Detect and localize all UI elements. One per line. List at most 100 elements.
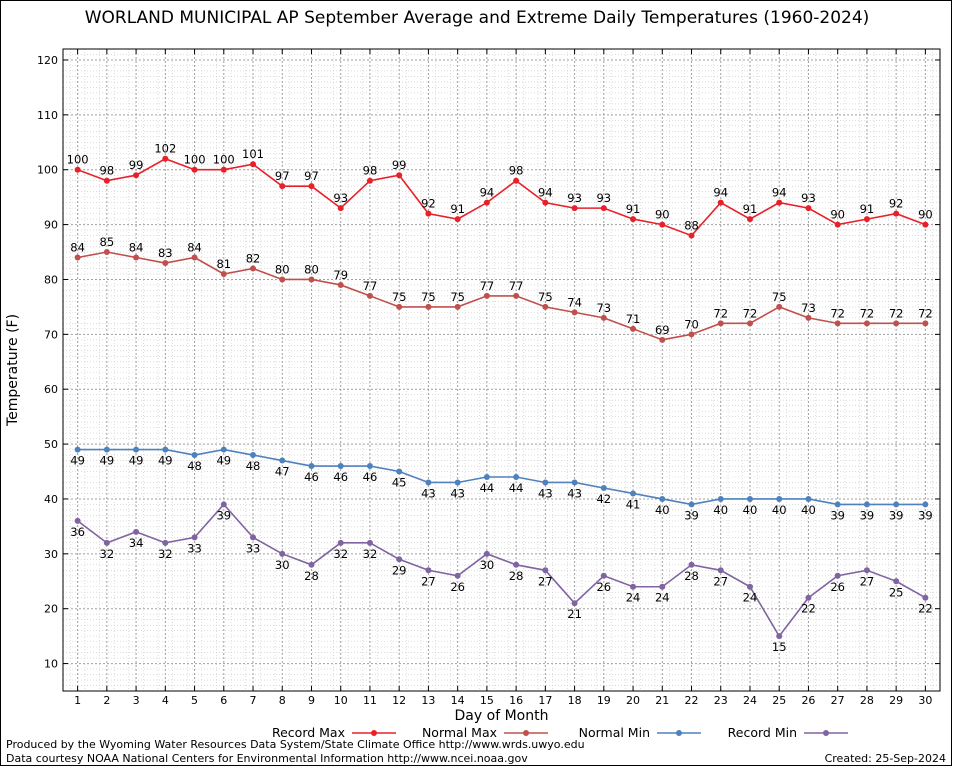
- data-point: [688, 331, 695, 338]
- data-label: 32: [100, 547, 115, 561]
- data-point: [366, 292, 373, 299]
- series-line: [77, 503, 926, 638]
- data-label: 24: [743, 591, 758, 605]
- data-label: 72: [889, 306, 904, 320]
- data-point: [396, 468, 403, 475]
- data-label: 88: [684, 219, 699, 233]
- data-point: [396, 556, 403, 563]
- data-point: [542, 199, 549, 206]
- data-point: [717, 567, 724, 574]
- data-point: [133, 254, 140, 261]
- data-point: [600, 484, 607, 491]
- data-point: [425, 567, 432, 574]
- data-label: 43: [421, 486, 436, 500]
- data-point: [571, 479, 578, 486]
- data-point: [630, 216, 637, 223]
- data-label: 27: [713, 574, 728, 588]
- data-point: [513, 561, 520, 568]
- data-label: 94: [713, 186, 728, 200]
- data-label: 49: [158, 454, 173, 468]
- data-point: [834, 221, 841, 228]
- data-label: 33: [187, 541, 202, 555]
- x-tick-label: 5: [191, 694, 198, 707]
- data-label: 45: [392, 476, 407, 490]
- data-point: [220, 270, 227, 277]
- y-tick-label: 100: [37, 164, 58, 177]
- data-point: [133, 172, 140, 179]
- data-label: 39: [216, 508, 231, 522]
- data-label: 90: [655, 208, 670, 222]
- legend-label: Normal Max: [422, 725, 497, 740]
- data-point: [834, 320, 841, 327]
- data-point: [454, 572, 461, 579]
- data-label: 81: [216, 257, 231, 271]
- data-label: 22: [918, 602, 933, 616]
- x-tick-label: 2: [103, 694, 110, 707]
- data-point: [922, 221, 929, 228]
- legend-marker: [371, 730, 377, 736]
- x-tick-label: 10: [334, 694, 348, 707]
- data-point: [893, 501, 900, 508]
- data-point: [776, 303, 783, 310]
- data-point: [74, 166, 81, 173]
- y-axis-label: Temperature (F): [5, 314, 21, 427]
- data-point: [776, 633, 783, 640]
- data-label: 49: [216, 454, 231, 468]
- data-label: 90: [830, 208, 845, 222]
- data-point: [571, 205, 578, 212]
- x-tick-label: 4: [162, 694, 169, 707]
- y-tick-label: 40: [44, 493, 58, 506]
- data-label: 99: [392, 158, 407, 172]
- data-label: 30: [275, 558, 290, 572]
- data-label: 25: [889, 585, 904, 599]
- data-label: 24: [626, 591, 641, 605]
- data-point: [279, 457, 286, 464]
- legend-marker: [523, 730, 529, 736]
- data-point: [600, 205, 607, 212]
- data-point: [688, 232, 695, 239]
- y-tick-label: 30: [44, 548, 58, 561]
- series-record-min: 36 32 34 32 33 39 33 30 28 32 32 29 27 26 30 28 27 21 26 24…: [70, 501, 933, 654]
- data-label: 34: [129, 536, 144, 550]
- data-label: 92: [889, 197, 904, 211]
- data-point: [746, 216, 753, 223]
- x-tick-label: 11: [363, 694, 377, 707]
- chart-title: WORLAND MUNICIPAL AP September Average a…: [84, 8, 870, 28]
- y-tick-label: 20: [44, 603, 58, 616]
- data-label: 32: [363, 547, 378, 561]
- data-label: 28: [509, 569, 524, 583]
- data-label: 98: [100, 164, 115, 178]
- data-label: 77: [480, 279, 495, 293]
- y-tick-label: 120: [37, 54, 58, 67]
- x-tick-label: 8: [279, 694, 286, 707]
- data-point: [659, 583, 666, 590]
- y-tick-label: 80: [44, 273, 58, 286]
- legend-item: Normal Max: [422, 725, 548, 740]
- x-tick-label: 15: [480, 694, 494, 707]
- x-tick-label: 14: [451, 694, 465, 707]
- x-tick-label: 28: [860, 694, 874, 707]
- data-point: [922, 320, 929, 327]
- data-point: [454, 479, 461, 486]
- data-point: [513, 177, 520, 184]
- data-point: [513, 474, 520, 480]
- data-point: [103, 446, 110, 453]
- data-label: 39: [889, 508, 904, 522]
- data-point: [308, 183, 315, 190]
- data-label: 30: [480, 558, 495, 572]
- data-label: 98: [509, 164, 524, 178]
- data-point: [922, 594, 929, 601]
- y-tick-label: 70: [44, 328, 58, 341]
- data-label: 21: [567, 607, 582, 621]
- x-tick-label: 6: [220, 694, 227, 707]
- data-point: [542, 479, 549, 486]
- x-tick-label: 29: [889, 694, 903, 707]
- data-point: [191, 452, 198, 459]
- data-label: 47: [275, 465, 290, 479]
- data-label: 94: [772, 186, 787, 200]
- data-point: [425, 210, 432, 217]
- data-label: 69: [655, 323, 670, 337]
- data-point: [279, 276, 286, 283]
- data-label: 79: [333, 268, 348, 282]
- data-label: 46: [304, 470, 319, 484]
